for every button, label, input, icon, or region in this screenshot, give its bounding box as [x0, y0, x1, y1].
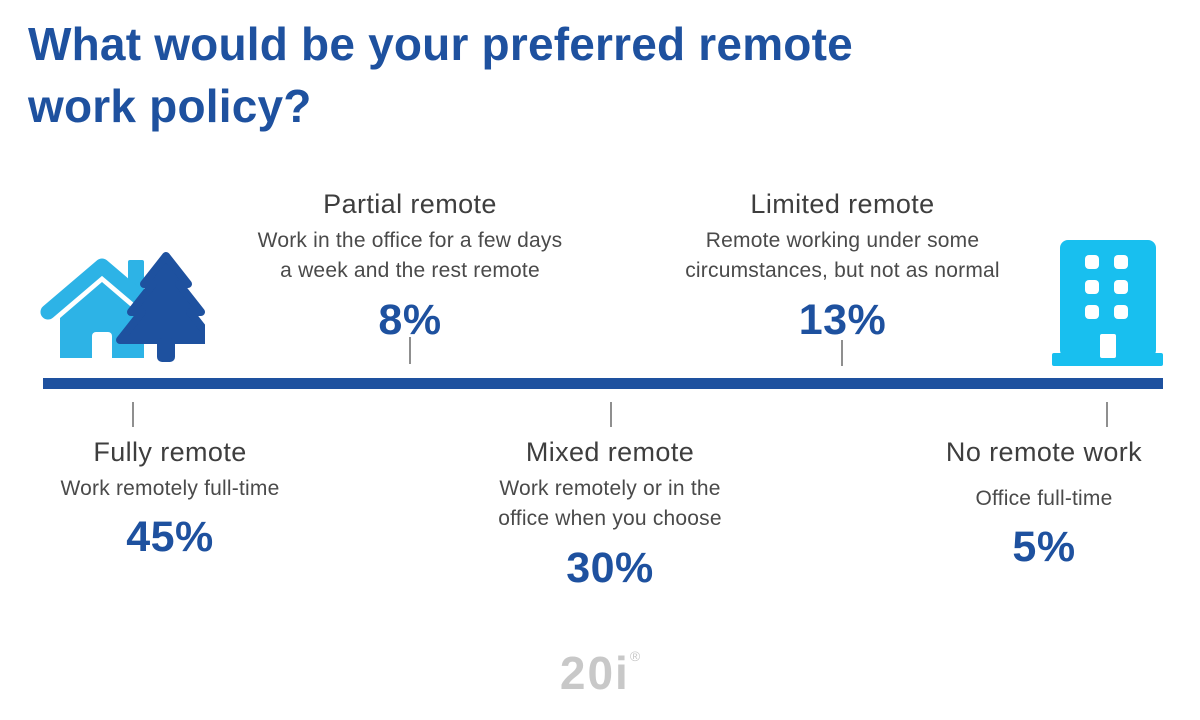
category-description: Office full-time: [975, 487, 1113, 510]
page-title: What would be your preferred remote work…: [28, 18, 853, 132]
category-label: Limited remote: [750, 189, 935, 219]
category-partial-remote: Partial remote Work in the office for a …: [210, 189, 610, 345]
building-window: [1114, 305, 1128, 319]
tick-fully-remote: [132, 402, 134, 427]
category-limited-remote: Limited remote Remote working under some…: [640, 189, 1045, 345]
category-description: Remote working under some circumstances,…: [685, 229, 1000, 283]
category-label: No remote work: [945, 437, 1143, 467]
house-and-tree-icon: [40, 252, 205, 362]
tick-limited-remote: [841, 340, 843, 366]
building-window: [1114, 255, 1128, 269]
building-window: [1085, 255, 1099, 269]
tick-partial-remote: [409, 337, 411, 364]
building-door-shape: [1100, 334, 1116, 358]
category-value: 8%: [378, 295, 442, 344]
brand-logo: 20i®: [0, 646, 1200, 700]
category-label: Partial remote: [323, 189, 497, 219]
building-body-shape: [1060, 240, 1156, 358]
building-window: [1085, 280, 1099, 294]
category-fully-remote: Fully remote Work remotely full-time 45%: [25, 437, 315, 562]
category-no-remote-work: No remote work Office full-time 5%: [898, 437, 1190, 572]
tick-mixed-remote: [610, 402, 612, 427]
brand-logo-text: 20i: [559, 647, 630, 699]
category-description: Work remotely full-time: [60, 477, 280, 500]
tick-no-remote-work: [1106, 402, 1108, 427]
category-value: 45%: [126, 513, 214, 562]
category-mixed-remote: Mixed remote Work remotely or in the off…: [455, 437, 765, 593]
category-value: 5%: [1012, 523, 1076, 572]
building-window: [1085, 305, 1099, 319]
office-building-icon: [1052, 240, 1163, 366]
registered-mark: ®: [629, 648, 641, 664]
house-door-shape: [92, 332, 112, 358]
category-description: Work in the office for a few days a week…: [257, 229, 563, 283]
building-window: [1114, 280, 1128, 294]
pine-trunk-shape: [157, 338, 175, 362]
category-label: Fully remote: [93, 437, 247, 467]
timeline-axis: [43, 378, 1163, 389]
category-label: Mixed remote: [525, 437, 695, 467]
category-value: 30%: [566, 543, 654, 592]
category-description: Work remotely or in the office when you …: [498, 477, 722, 531]
category-value: 13%: [798, 295, 887, 344]
